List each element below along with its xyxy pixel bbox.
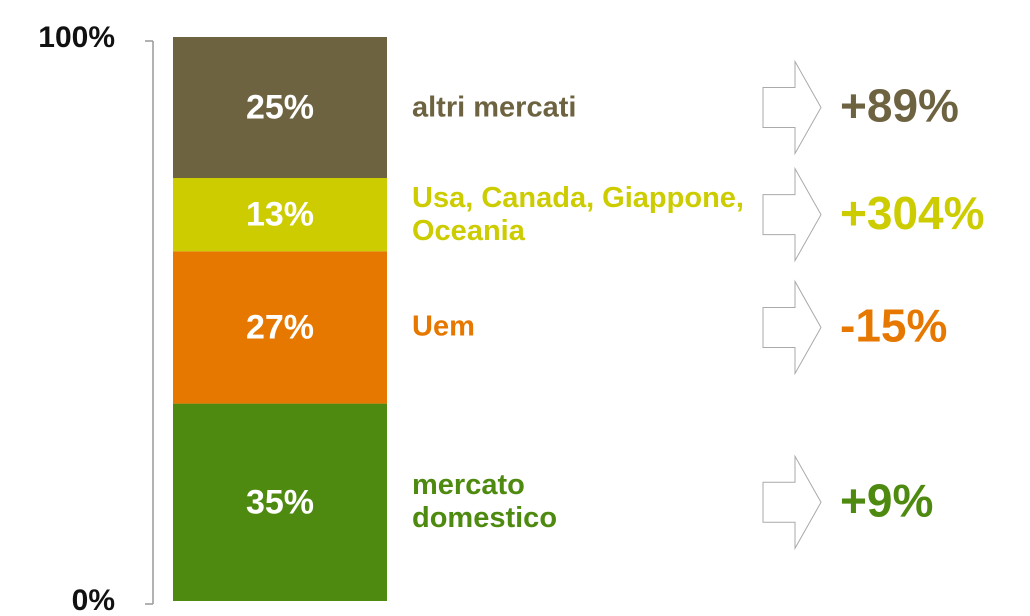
series-label: Usa, Canada, Giappone, Oceania xyxy=(412,181,744,247)
change-label: +9% xyxy=(840,474,933,526)
arrow xyxy=(762,166,822,263)
arrow xyxy=(762,279,822,376)
y-tick-label: 0% xyxy=(72,584,115,616)
change-label: -15% xyxy=(840,300,947,352)
y-tick-label: 100% xyxy=(38,21,115,54)
value-label: 35% xyxy=(246,483,314,521)
value-label: 25% xyxy=(246,88,314,126)
arrow xyxy=(762,59,822,156)
arrow xyxy=(762,454,822,551)
series-label: mercato domestico xyxy=(412,469,558,535)
change-label: +89% xyxy=(840,80,959,132)
bar-segment xyxy=(173,403,387,601)
change-label: +304% xyxy=(840,187,985,239)
series-label: Uem xyxy=(412,310,475,343)
series-label: altri mercati xyxy=(412,91,577,123)
bar-segment xyxy=(173,37,387,178)
value-label: 27% xyxy=(246,308,314,346)
bar-segment xyxy=(173,251,387,404)
bar-segment xyxy=(173,178,387,252)
value-label: 13% xyxy=(246,196,314,234)
